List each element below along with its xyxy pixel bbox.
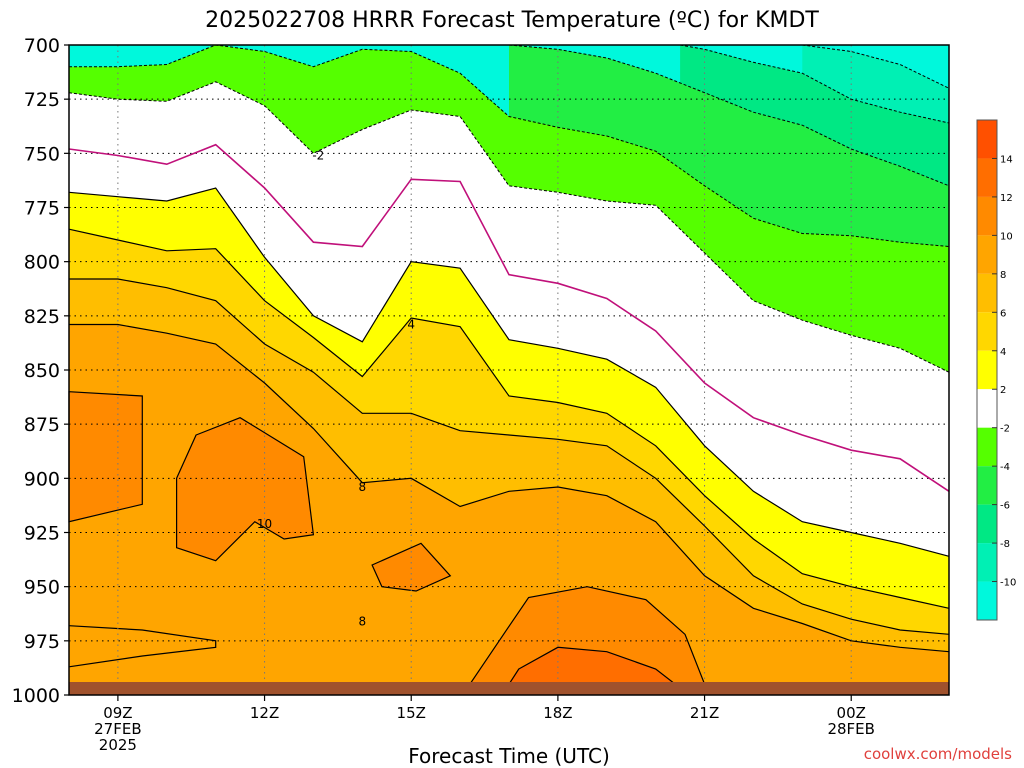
y-tick-label: 750 bbox=[24, 143, 60, 165]
pocket-10-left bbox=[68, 391, 143, 523]
colorbar-label: -6 bbox=[1000, 501, 1010, 512]
temperature-fill bbox=[68, 45, 949, 696]
y-tick-label: 1000 bbox=[12, 685, 60, 707]
x-tick-label: 18Z bbox=[543, 704, 572, 722]
x-tick-label: 12Z bbox=[250, 704, 279, 722]
y-tick-label: 825 bbox=[24, 306, 60, 328]
colorbar-swatch bbox=[977, 350, 997, 390]
colorbar-swatch bbox=[977, 235, 997, 274]
y-tick-label: 775 bbox=[24, 198, 60, 220]
colorbar-swatch bbox=[977, 427, 997, 467]
pocket-10-small bbox=[371, 542, 452, 592]
isotherm--10 bbox=[802, 44, 950, 89]
x-tick-label: 09Z bbox=[103, 704, 132, 722]
y-tick-label: 925 bbox=[24, 523, 60, 545]
colorbar-label: 4 bbox=[1000, 347, 1006, 358]
ground bbox=[69, 682, 949, 695]
contour-label: 8 bbox=[359, 614, 367, 628]
colorbar-label: 14 bbox=[1000, 154, 1013, 165]
grid bbox=[69, 45, 949, 695]
y-axis: 700 725 750 775 800 825 850 875 900 925 950 975 1000 bbox=[12, 35, 69, 707]
contour-label: 4 bbox=[407, 318, 415, 332]
isotherm-6 bbox=[69, 278, 950, 635]
y-tick-label: 975 bbox=[24, 631, 60, 653]
colorbar-swatch bbox=[977, 466, 997, 505]
y-tick-label: 875 bbox=[24, 414, 60, 436]
colorbar-swatch bbox=[977, 504, 997, 544]
colorbar-label: -4 bbox=[1000, 462, 1010, 473]
y-tick-label: 900 bbox=[24, 468, 60, 490]
y-tick-label: 800 bbox=[24, 252, 60, 274]
pocket-8-left bbox=[68, 625, 217, 668]
colorbar-swatch bbox=[977, 312, 997, 351]
isotherm-2 bbox=[68, 187, 950, 557]
isotherm-0 bbox=[68, 143, 950, 492]
colorbar-label: -8 bbox=[1000, 539, 1010, 550]
isotherm-8 bbox=[69, 323, 950, 653]
isotherm--2 bbox=[68, 81, 950, 373]
x-axis-label: Forecast Time (UTC) bbox=[408, 744, 610, 768]
isotherm--8 bbox=[680, 44, 950, 124]
isotherms bbox=[68, 44, 950, 653]
contour-label: 10 bbox=[257, 517, 272, 531]
contour-label: -2 bbox=[312, 149, 324, 163]
ground-band bbox=[69, 682, 949, 695]
isotherm--6 bbox=[508, 44, 950, 187]
colorbar-swatch bbox=[977, 581, 997, 620]
colorbar-swatch bbox=[977, 120, 997, 159]
colorbar-label: 8 bbox=[1000, 270, 1006, 281]
x-tick-label: 2025 bbox=[99, 736, 137, 754]
x-tick-label: 27FEB bbox=[94, 720, 141, 738]
colorbar-label: 10 bbox=[1000, 231, 1013, 242]
colorbar-swatch bbox=[977, 158, 997, 197]
colorbar-swatch bbox=[977, 543, 997, 582]
x-tick-label: 00Z bbox=[837, 704, 866, 722]
colorbar-label: -10 bbox=[1000, 578, 1016, 589]
y-tick-label: 700 bbox=[24, 35, 60, 57]
y-tick-label: 950 bbox=[24, 577, 60, 599]
colorbar-swatch bbox=[977, 196, 997, 236]
colorbar-frame bbox=[976, 119, 998, 621]
chart-title: 2025022708 HRRR Forecast Temperature (ºC… bbox=[205, 8, 819, 33]
colorbar-swatch bbox=[977, 273, 997, 313]
x-tick-label: 21Z bbox=[690, 704, 719, 722]
colorbar-swatch bbox=[977, 389, 997, 428]
isotherm-4 bbox=[68, 228, 950, 609]
colorbar-label: -2 bbox=[1000, 424, 1010, 435]
band-fill-8 bbox=[69, 324, 949, 695]
colorbar-label: 6 bbox=[1000, 308, 1006, 319]
colorbar-label: 12 bbox=[1000, 193, 1013, 204]
credit-text: coolwx.com/models bbox=[864, 745, 1012, 763]
colorbar: 14 12 10 8 6 4 2 -2 -4 -6 -8 -10 bbox=[976, 119, 1016, 621]
colorbar-label: 2 bbox=[1000, 385, 1006, 396]
y-tick-label: 725 bbox=[24, 89, 60, 111]
y-tick-label: 850 bbox=[24, 360, 60, 382]
contour-label: 8 bbox=[359, 480, 367, 494]
x-tick-label: 28FEB bbox=[827, 720, 874, 738]
x-tick-label: 15Z bbox=[397, 704, 426, 722]
pocket-10-mid bbox=[176, 417, 315, 562]
contour-labels: -2 4 8 10 8 bbox=[257, 149, 415, 629]
